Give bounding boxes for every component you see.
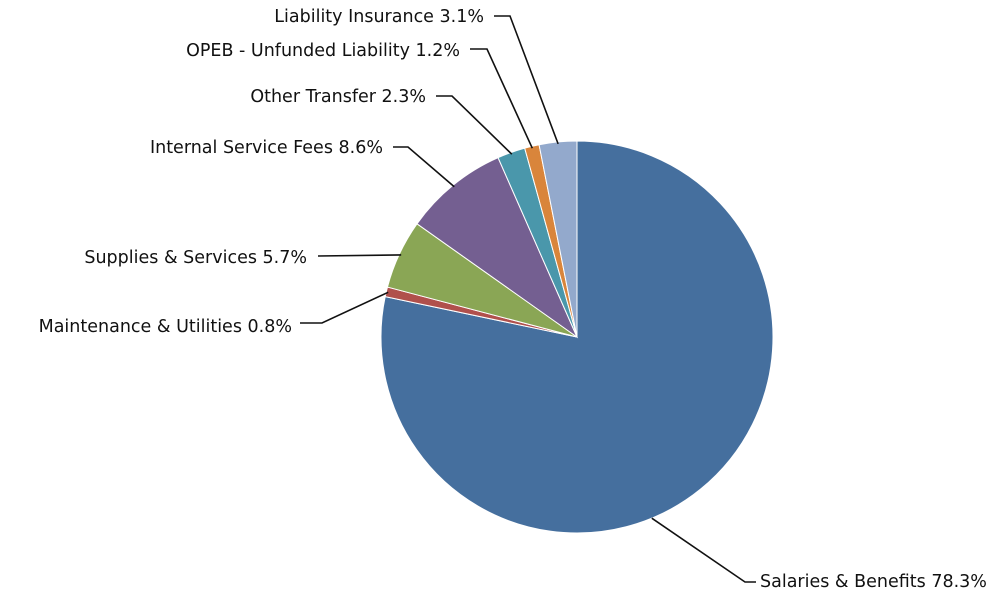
data-label: Other Transfer 2.3% bbox=[250, 87, 426, 107]
leader-line bbox=[436, 95, 513, 155]
value-label: 8.6% bbox=[339, 138, 383, 158]
category-label: Other Transfer bbox=[250, 87, 376, 107]
value-label: 0.8% bbox=[248, 317, 292, 337]
value-label: 5.7% bbox=[263, 248, 307, 268]
category-label: Liability Insurance bbox=[274, 7, 434, 27]
category-label: Salaries & Benefits bbox=[760, 572, 926, 592]
category-label: Supplies & Services bbox=[84, 248, 257, 268]
category-label: OPEB - Unfunded Liability bbox=[186, 41, 410, 61]
leader-line bbox=[300, 291, 389, 324]
value-label: 2.3% bbox=[382, 87, 426, 107]
category-label: Maintenance & Utilities bbox=[39, 317, 242, 337]
data-label: Internal Service Fees 8.6% bbox=[150, 138, 383, 158]
data-label: Salaries & Benefits 78.3% bbox=[760, 572, 987, 592]
category-label: Internal Service Fees bbox=[150, 138, 333, 158]
leader-line bbox=[651, 517, 756, 583]
data-label: OPEB - Unfunded Liability 1.2% bbox=[186, 41, 460, 61]
leader-line bbox=[494, 15, 559, 145]
data-label: Supplies & Services 5.7% bbox=[84, 248, 307, 268]
leader-line bbox=[317, 254, 402, 257]
value-label: 3.1% bbox=[440, 7, 484, 27]
value-label: 1.2% bbox=[416, 41, 460, 61]
leader-line bbox=[393, 146, 455, 188]
data-label: Liability Insurance 3.1% bbox=[274, 7, 484, 27]
data-label: Maintenance & Utilities 0.8% bbox=[39, 317, 292, 337]
value-label: 78.3% bbox=[931, 572, 987, 592]
leader-line bbox=[470, 48, 534, 149]
